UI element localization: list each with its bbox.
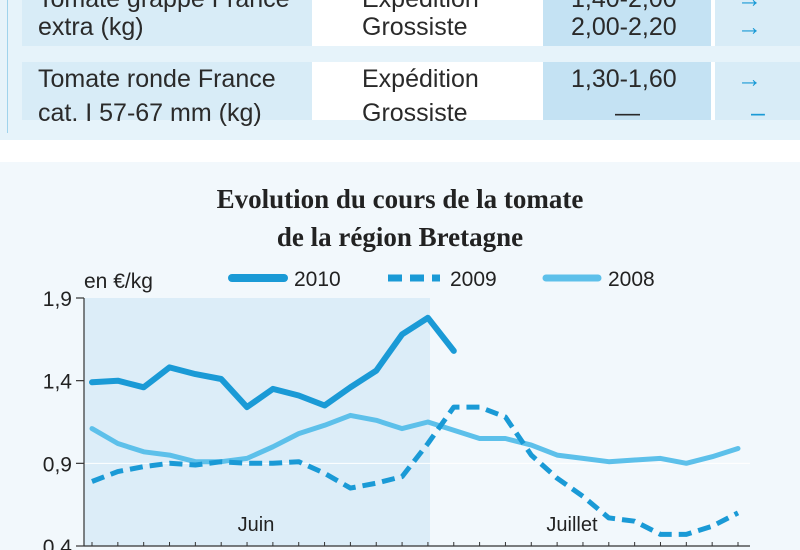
chart-title-line-1: Evolution du cours de la tomate: [216, 184, 584, 214]
table-left-rule: [7, 0, 8, 140]
product-name-line-1: Tomate grappe France: [38, 0, 290, 14]
period-label-juin: Juin: [238, 514, 275, 536]
price-range: 1,30-1,60: [571, 65, 677, 93]
table-row: Tomate grappe France extra (kg) Expéditi…: [22, 0, 800, 46]
trend-arrow-icon: →: [737, 13, 762, 41]
series-line-2008: [89, 412, 741, 466]
trend-cell: → →: [715, 0, 800, 46]
price-range: —: [615, 99, 640, 127]
legend-label-2009: 2009: [450, 268, 497, 291]
product-name-line-2: cat. I 57-67 mm (kg): [38, 99, 262, 127]
price-cell: 1,40-2,00 2,00-2,20: [543, 0, 711, 46]
trend-arrow-icon: →: [737, 65, 762, 93]
series-line-2010: [89, 314, 457, 411]
y-axis-label: en €/kg: [84, 270, 153, 293]
product-cell: Tomate grappe France extra (kg): [22, 0, 312, 46]
stage-cell: Expédition Grossiste: [316, 62, 540, 127]
period-label-juillet: Juillet: [546, 514, 598, 536]
stage-label: Grossiste: [362, 99, 468, 127]
trend-dash-icon: –: [751, 99, 765, 127]
price-range: 2,00-2,20: [571, 13, 677, 41]
legend-label-2010: 2010: [294, 268, 341, 291]
y-tick-label: 0,4: [43, 536, 73, 550]
stage-cell: Expédition Grossiste: [316, 0, 540, 46]
legend-label-2008: 2008: [608, 268, 655, 291]
table-bottom-band: [0, 133, 800, 140]
trend-arrow-icon: →: [737, 0, 762, 14]
stage-label: Expédition: [362, 65, 479, 93]
table-row: Tomate ronde France cat. I 57-67 mm (kg)…: [22, 62, 800, 127]
price-table: Tomate grappe France extra (kg) Expéditi…: [0, 0, 800, 140]
price-cell: 1,30-1,60 —: [543, 62, 711, 127]
y-tick-label: 1,4: [43, 371, 73, 394]
product-cell: Tomate ronde France cat. I 57-67 mm (kg): [22, 62, 312, 127]
y-tick-label: 1,9: [43, 288, 72, 311]
series-line-2009: [91, 404, 740, 537]
stage-label: Expédition: [362, 0, 479, 14]
trend-cell: → –: [715, 62, 800, 127]
y-tick-label: 0,9: [43, 453, 72, 476]
product-name-line-1: Tomate ronde France: [38, 65, 276, 93]
stage-label: Grossiste: [362, 13, 468, 41]
chart-title-line-2: de la région Bretagne: [276, 222, 524, 252]
price-range: 1,40-2,00: [571, 0, 677, 14]
product-name-line-2: extra (kg): [38, 13, 144, 41]
